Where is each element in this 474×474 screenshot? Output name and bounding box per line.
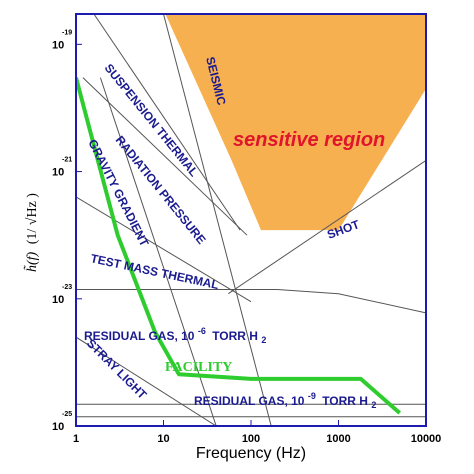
noise-line-radiation-pressure [82,77,248,236]
radiation-pressure-label: RADIATION PRESSURE [113,133,209,247]
noise-line-seismic [163,14,272,426]
noise-line-test-mass-thermal [76,196,252,303]
y-tick-base: 10 [52,421,64,433]
noise-line-stray-light [76,336,217,426]
x-tick-label: 10 [157,433,169,445]
y-tick-base: 10 [52,39,64,51]
facility-label: FACILITY [165,360,232,375]
x-tick-label: 100 [242,433,260,445]
residual-gas-6-label: RESIDUAL GAS, 10 -6 TORR H 2 [84,323,266,345]
facility-curve [76,77,402,415]
y-tick-exponent: -25 [62,411,72,418]
suspension-thermal-label: SUSPENSION THERMAL [102,61,201,179]
y-tick-base: 10 [52,294,64,306]
y-axis-title: h̃(f) (1/ √Hz ) [23,193,40,272]
x-axis-title: Frequency (Hz) [196,445,306,462]
sensitive-region-area [165,14,426,231]
y-tick-exponent: -19 [62,29,72,36]
noise-line-shot [228,159,426,295]
y-tick-exponent: -23 [62,284,72,291]
stray-light-label: STRAY LIGHT [84,336,150,402]
x-tick-label: 1 [73,433,79,445]
noise-line-gravity-gradient [99,77,217,426]
residual-gas-9-label: RESIDUAL GAS, 10 -9 TORR H 2 [194,388,376,410]
y-tick-exponent: -21 [62,157,72,164]
y-tick-base: 10 [52,167,64,179]
x-tick-label: 10000 [411,433,442,445]
sensitive-region-label: sensitive region [233,129,385,151]
x-tick-label: 1000 [326,433,350,445]
noise-line-residual-gas-10-6-torr-h2 [76,289,426,314]
noise-line-suspension-thermal [93,14,241,231]
